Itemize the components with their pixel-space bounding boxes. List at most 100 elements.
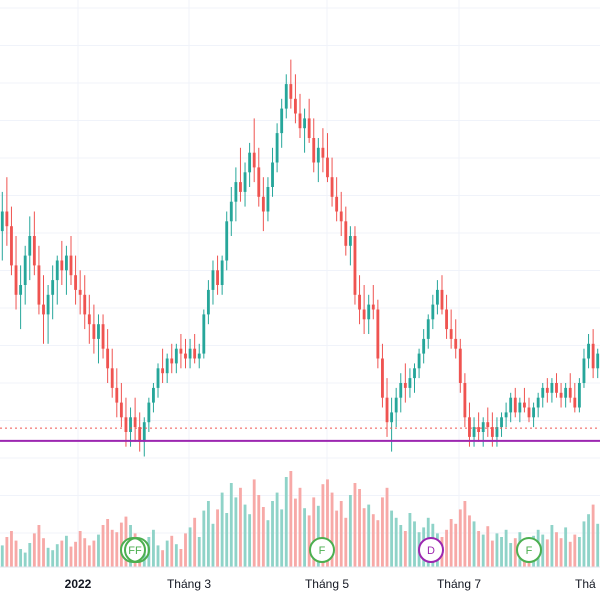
candle-body: [10, 226, 13, 266]
volume-bar: [596, 523, 600, 567]
candle-body: [591, 343, 595, 369]
candle: [381, 343, 384, 408]
volume-bar: [289, 471, 293, 567]
event-marker-circle[interactable]: [309, 537, 335, 563]
volume-bar: [188, 527, 192, 567]
volume-bar: [87, 545, 91, 567]
candle-body: [472, 427, 476, 437]
candle-body: [573, 397, 577, 408]
candle: [46, 285, 50, 344]
event-marker[interactable]: D: [418, 537, 444, 563]
candle: [417, 348, 421, 379]
volume-bar: [307, 515, 311, 567]
candle-body: [152, 387, 155, 403]
volume-bar: [577, 537, 581, 567]
event-marker-circle-outer: [124, 537, 150, 563]
candle-body: [413, 368, 416, 379]
candle: [394, 387, 398, 428]
candle-body: [211, 270, 215, 290]
event-marker-circle[interactable]: [516, 537, 542, 563]
candle-body: [371, 304, 375, 310]
candle-body: [147, 402, 151, 423]
candle-body: [124, 417, 128, 432]
volume-bar: [587, 514, 590, 567]
volume-bar: [184, 533, 187, 567]
candle: [582, 348, 586, 388]
candle-body: [92, 324, 96, 339]
candle: [541, 383, 545, 408]
candles: [0, 59, 600, 457]
volume-bar: [555, 532, 558, 567]
candle-body: [518, 402, 522, 413]
volume-bar: [335, 510, 339, 567]
candle-body: [344, 221, 348, 246]
candle: [532, 402, 536, 428]
event-marker[interactable]: F: [309, 537, 335, 563]
volume-bar: [165, 540, 169, 567]
candle: [174, 343, 178, 374]
volume-bar: [161, 550, 165, 567]
candle: [14, 236, 18, 310]
candle-body: [468, 417, 471, 437]
event-markers[interactable]: FF F D F: [120, 537, 542, 563]
candle: [188, 338, 192, 369]
candle-body: [449, 329, 453, 339]
candle: [216, 255, 219, 295]
time-tick-label: Tháng 7: [437, 577, 481, 591]
candle: [536, 392, 540, 418]
candle: [133, 397, 137, 442]
candle: [206, 280, 210, 325]
volume-bar: [573, 534, 577, 567]
volume-bar: [170, 535, 174, 567]
candle-body: [381, 358, 384, 398]
candle-body: [541, 387, 545, 398]
candle: [564, 383, 568, 408]
candle-body: [431, 304, 435, 320]
candle-body: [426, 319, 430, 339]
candle-body: [0, 211, 4, 232]
candle: [587, 334, 590, 369]
volume-bar: [156, 545, 160, 567]
candle-body: [275, 133, 279, 163]
volume-bar: [28, 543, 32, 567]
candle-body: [417, 353, 421, 369]
candle-body: [97, 324, 100, 339]
volume-bar: [142, 547, 146, 567]
candle-body: [385, 397, 389, 423]
candle: [413, 363, 416, 393]
candle-body: [87, 314, 91, 325]
candle: [449, 309, 453, 349]
volume-bar: [42, 538, 45, 567]
candle-body: [78, 289, 82, 295]
candle-body: [60, 260, 64, 271]
event-marker[interactable]: FF: [120, 537, 150, 563]
candle-body: [261, 196, 265, 212]
volume-bar: [468, 515, 471, 567]
candle-body: [294, 98, 297, 114]
candle: [371, 285, 375, 320]
candle-body: [119, 402, 123, 418]
candle-body: [220, 260, 224, 285]
volume-bar: [381, 497, 384, 567]
candle-body: [110, 368, 114, 388]
grid: [0, 0, 600, 567]
candle: [294, 74, 297, 124]
candle-body: [339, 211, 343, 222]
volume-bar: [564, 527, 568, 567]
event-marker-circle[interactable]: [418, 537, 444, 563]
volume-bar: [326, 479, 329, 567]
candle-body: [509, 397, 513, 413]
candle-body: [188, 348, 192, 359]
candle: [87, 294, 91, 344]
candle: [513, 387, 517, 418]
candle-body: [555, 383, 558, 393]
candle-body: [252, 152, 256, 168]
candle: [518, 397, 522, 423]
event-marker[interactable]: F: [516, 537, 542, 563]
volume-bar: [83, 538, 87, 567]
volume-bar: [509, 543, 513, 567]
candle: [463, 373, 467, 428]
candle-body: [458, 348, 462, 383]
